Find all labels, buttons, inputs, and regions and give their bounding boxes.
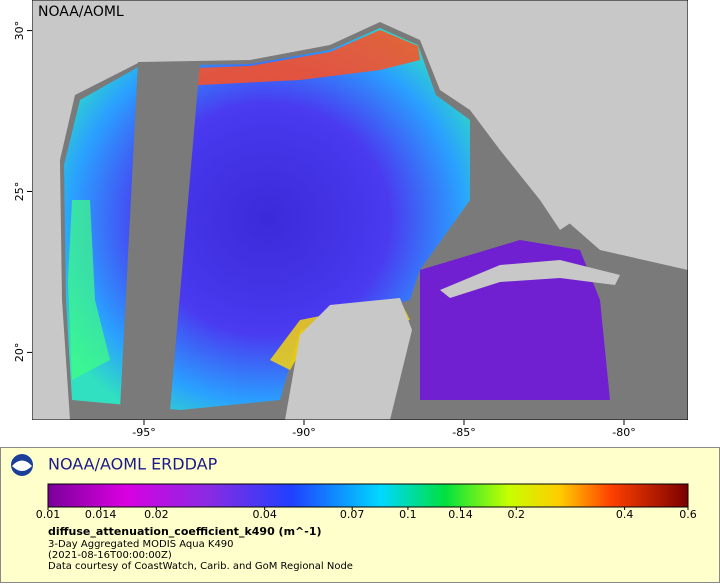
colorbar-tick-label: 0.07 (340, 508, 365, 521)
noaa-logo-bird (12, 460, 32, 471)
info-line: 3-Day Aggregated MODIS Aqua K490 (48, 539, 234, 550)
x-tick-label: -90° (292, 426, 315, 439)
colorbar-tick-label: 0.14 (448, 508, 473, 521)
florida (470, 25, 575, 230)
colorbar-tick-label: 0.4 (616, 508, 634, 521)
yucatan (285, 298, 412, 420)
axes: -95° -90° -85° -80° 20° 25° 30° (13, 21, 636, 439)
colorbar-tick-label: 0.014 (85, 508, 117, 521)
coastal-band (140, 30, 420, 90)
colorbar-tick-label: 0.02 (144, 508, 169, 521)
swath-gap (120, 62, 200, 410)
cuba (440, 260, 620, 298)
watermark: NOAA/AOML (38, 4, 124, 20)
map: NOAA/AOML (32, 0, 688, 420)
colorbar-ticks: 0.01 0.014 0.02 0.04 0.07 0.1 0.14 0.2 0.4 0.6 (36, 507, 697, 521)
colorbar-tick-label: 0.04 (252, 508, 277, 521)
colorbar-tick-label: 0.1 (399, 508, 417, 521)
legend-title: NOAA/AOML ERDDAP (48, 455, 218, 474)
x-tick-label: -85° (452, 426, 475, 439)
colorbar (47, 483, 689, 508)
colorbar-tick-label: 0.2 (508, 508, 526, 521)
y-tick-label: 25° (13, 182, 26, 202)
y-tick-label: 20° (13, 343, 26, 363)
variable-name: diffuse_attenuation_coefficient_k490 (m^… (48, 525, 322, 538)
y-tick-label: 30° (13, 21, 26, 41)
colorbar-tick-label: 0.01 (36, 508, 61, 521)
x-tick-label: -95° (132, 426, 155, 439)
colorbar-tick-label: 0.6 (679, 508, 697, 521)
info-line: Data courtesy of CoastWatch, Carib. and … (48, 561, 353, 572)
coastal-band (68, 200, 110, 380)
x-tick-label: -80° (612, 426, 635, 439)
info-line: (2021-08-16T00:00:00Z) (48, 550, 172, 561)
